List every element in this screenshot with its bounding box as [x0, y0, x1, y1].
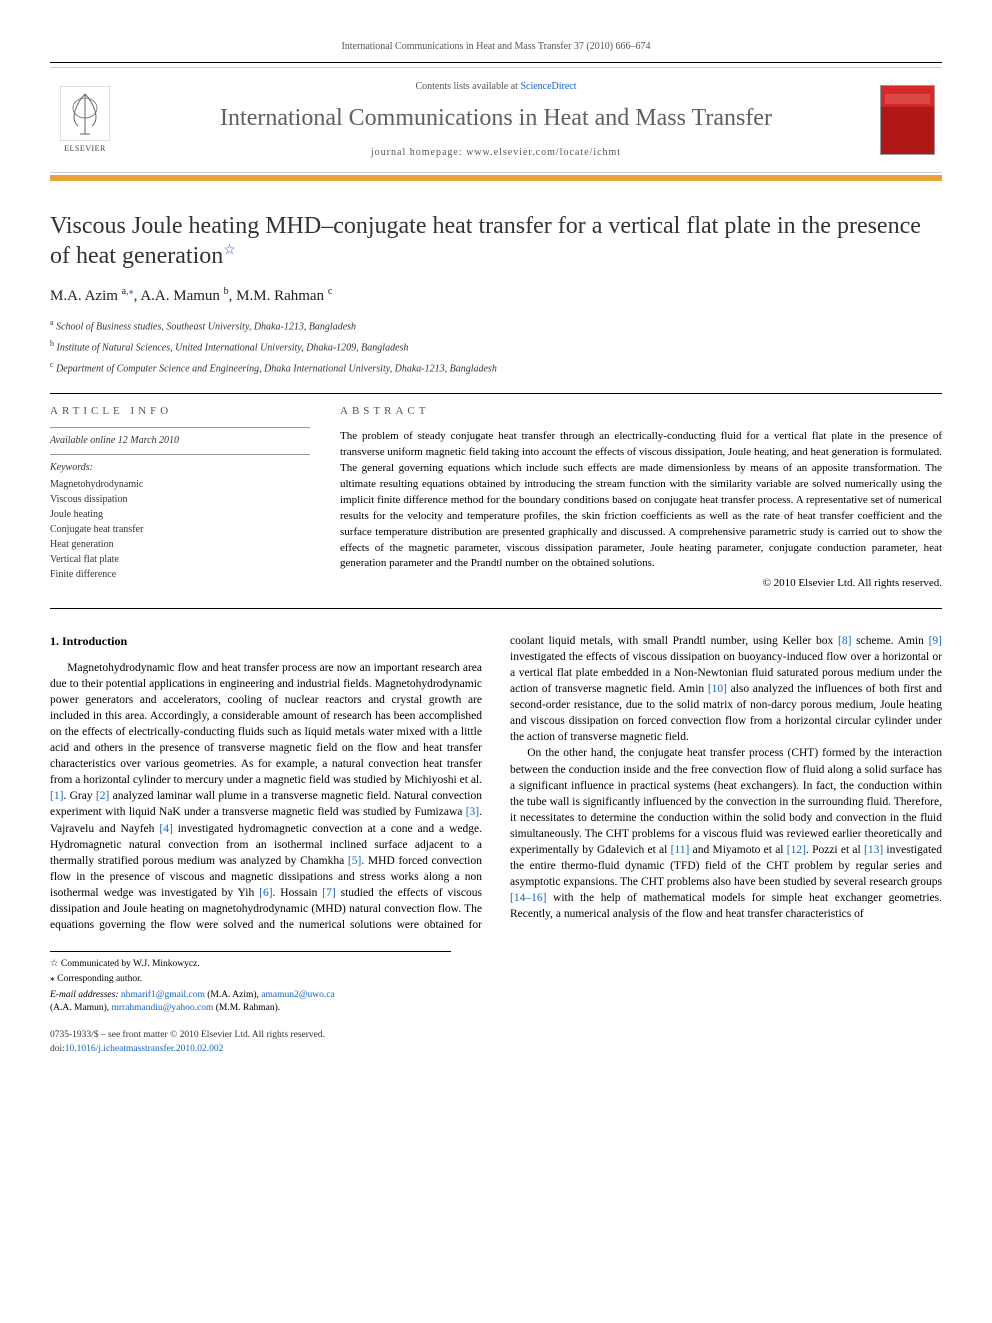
- intro-heading: 1. Introduction: [50, 633, 482, 650]
- keyword: Joule heating: [50, 507, 310, 522]
- doi-link[interactable]: 10.1016/j.icheatmasstransfer.2010.02.002: [65, 1044, 224, 1054]
- section-rule: [50, 393, 942, 394]
- article-info-col: article info Available online 12 March 2…: [50, 404, 310, 592]
- ref-link[interactable]: [10]: [708, 683, 727, 695]
- homepage-prefix: journal homepage:: [371, 147, 466, 158]
- footer-copyright: 0735-1933/$ – see front matter © 2010 El…: [50, 1029, 942, 1042]
- top-rule: [50, 62, 942, 63]
- ref-link[interactable]: [8]: [838, 635, 851, 647]
- keyword: Vertical flat plate: [50, 552, 310, 567]
- footnote-communicated: ☆ Communicated by W.J. Minkowycz.: [50, 958, 451, 971]
- page-footer: 0735-1933/$ – see front matter © 2010 El…: [50, 1029, 942, 1056]
- affiliation-a: a School of Business studies, Southeast …: [50, 317, 942, 334]
- title-text: Viscous Joule heating MHD–conjugate heat…: [50, 213, 921, 269]
- running-header: International Communications in Heat and…: [50, 40, 942, 54]
- keywords-heading: Keywords:: [50, 461, 310, 475]
- contents-prefix: Contents lists available at: [415, 81, 520, 92]
- email-link[interactable]: mrrahmandiu@yahoo.com: [111, 1003, 213, 1013]
- thin-rule: [50, 427, 310, 428]
- affiliation-c: c Department of Computer Science and Eng…: [50, 359, 942, 376]
- abstract-copyright: © 2010 Elsevier Ltd. All rights reserved…: [340, 576, 942, 591]
- ref-link[interactable]: [13]: [864, 844, 883, 856]
- email-link[interactable]: nhmarif1@gmail.com: [121, 990, 205, 1000]
- keyword: Magnetohydrodynamic: [50, 477, 310, 492]
- ref-link[interactable]: [7]: [322, 887, 335, 899]
- info-abstract-row: article info Available online 12 March 2…: [50, 404, 942, 592]
- sciencedirect-link[interactable]: ScienceDirect: [520, 81, 576, 92]
- journal-cover-icon: [880, 85, 935, 155]
- abstract-text: The problem of steady conjugate heat tra…: [340, 429, 942, 572]
- journal-name: International Communications in Heat and…: [130, 102, 862, 136]
- affiliation-b: b Institute of Natural Sciences, United …: [50, 338, 942, 355]
- keyword: Finite difference: [50, 567, 310, 582]
- elsevier-tree-icon: [60, 86, 110, 141]
- accent-rule: [50, 175, 942, 181]
- publisher-block: ELSEVIER: [50, 76, 120, 164]
- corr-marker: ,⁎: [126, 286, 134, 297]
- ref-link[interactable]: [1]: [50, 790, 63, 802]
- ref-link[interactable]: [4]: [159, 823, 172, 835]
- keyword: Viscous dissipation: [50, 492, 310, 507]
- ref-link[interactable]: [14–16]: [510, 892, 546, 904]
- ref-link[interactable]: [9]: [929, 635, 942, 647]
- footnotes: ☆ Communicated by W.J. Minkowycz. ⁎ Corr…: [50, 951, 451, 1015]
- homepage-url: www.elsevier.com/locate/ichmt: [466, 147, 621, 158]
- intro-para-2: On the other hand, the conjugate heat tr…: [510, 745, 942, 922]
- thin-rule-2: [50, 454, 310, 455]
- article-title: Viscous Joule heating MHD–conjugate heat…: [50, 211, 942, 271]
- abstract-heading: abstract: [340, 404, 942, 419]
- cover-block: [872, 76, 942, 164]
- section-rule-2: [50, 608, 942, 609]
- footer-doi: doi:10.1016/j.icheatmasstransfer.2010.02…: [50, 1043, 942, 1056]
- contents-line: Contents lists available at ScienceDirec…: [130, 80, 862, 94]
- ref-link[interactable]: [5]: [348, 855, 361, 867]
- author-1: M.A. Azim a,⁎: [50, 288, 134, 304]
- author-3: M.M. Rahman c: [236, 288, 332, 304]
- email-link[interactable]: amamun2@uwo.ca: [261, 990, 334, 1000]
- publisher-name: ELSEVIER: [64, 143, 106, 154]
- available-online: Available online 12 March 2010: [50, 434, 310, 448]
- keyword: Heat generation: [50, 537, 310, 552]
- abstract-col: abstract The problem of steady conjugate…: [340, 404, 942, 592]
- banner-center: Contents lists available at ScienceDirec…: [120, 76, 872, 164]
- journal-banner: ELSEVIER Contents lists available at Sci…: [50, 67, 942, 173]
- ref-link[interactable]: [6]: [259, 887, 272, 899]
- article-info-heading: article info: [50, 404, 310, 419]
- author-2: A.A. Mamun b: [140, 288, 228, 304]
- homepage-line: journal homepage: www.elsevier.com/locat…: [130, 146, 862, 160]
- ref-link[interactable]: [12]: [787, 844, 806, 856]
- ref-link[interactable]: [2]: [96, 790, 109, 802]
- keyword: Conjugate heat transfer: [50, 522, 310, 537]
- ref-link[interactable]: [3]: [466, 806, 479, 818]
- author-list: M.A. Azim a,⁎, A.A. Mamun b, M.M. Rahman…: [50, 285, 942, 307]
- body-columns: 1. Introduction Magnetohydrodynamic flow…: [50, 633, 942, 933]
- footnote-corresponding: ⁎ Corresponding author.: [50, 973, 451, 986]
- title-note-marker: ☆: [223, 243, 236, 258]
- footnote-emails: E-mail addresses: nhmarif1@gmail.com (M.…: [50, 989, 451, 1016]
- ref-link[interactable]: [11]: [671, 844, 690, 856]
